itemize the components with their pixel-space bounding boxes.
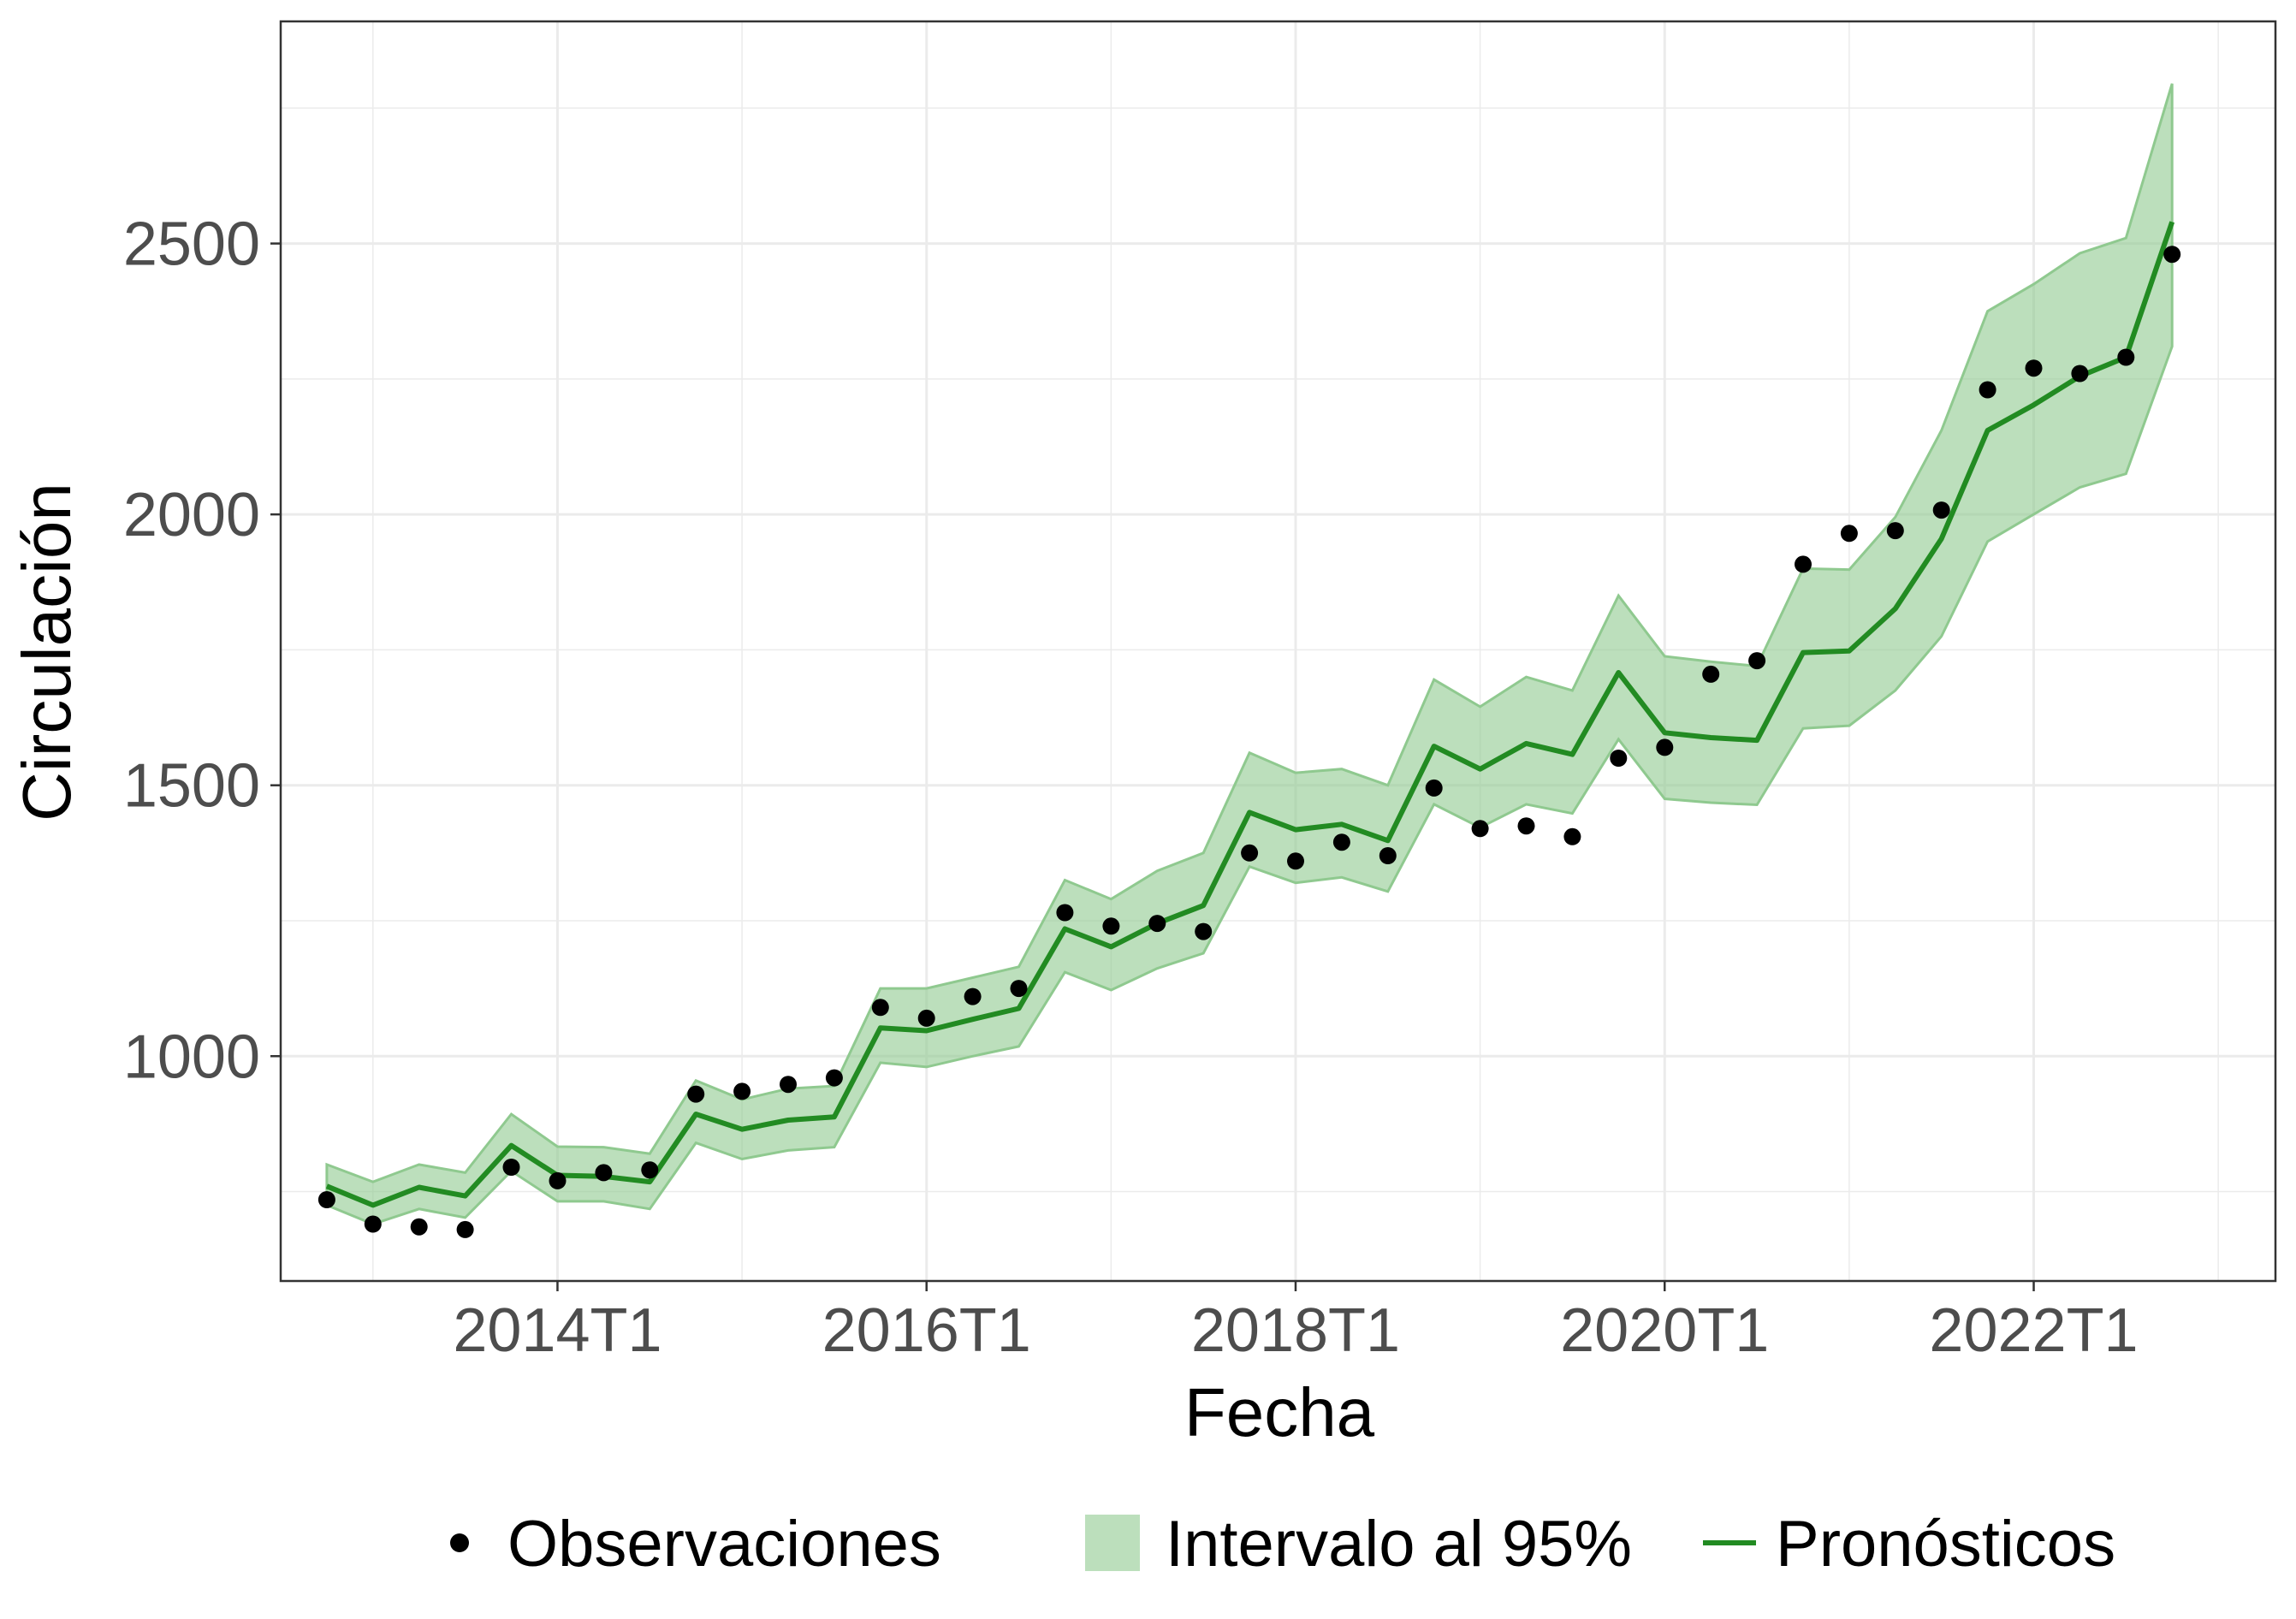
legend-observations-label: Observaciones <box>507 1508 941 1580</box>
observation-point <box>549 1171 567 1189</box>
observation-point <box>317 1191 335 1208</box>
observation-point <box>1563 827 1581 845</box>
observation-point <box>1102 917 1120 935</box>
y-axis: 1000 1500 2000 2500 <box>123 211 281 1091</box>
x-axis: 2014T1 2016T1 2018T1 2020T1 2022T1 <box>453 1281 2139 1365</box>
observation-point <box>1287 852 1304 870</box>
observation-point <box>1840 525 1858 543</box>
observation-point <box>410 1218 428 1236</box>
legend-interval-label: Intervalo al 95% <box>1166 1508 1632 1580</box>
legend-forecast-label: Pronósticos <box>1776 1508 2115 1580</box>
observation-point <box>780 1076 797 1094</box>
observation-point <box>1932 501 1950 519</box>
y-axis-title: Circulación <box>9 483 85 821</box>
y-tick-label: 2000 <box>123 481 260 549</box>
observation-point <box>1148 915 1166 933</box>
forecast-line-layer <box>325 221 2175 1208</box>
observation-point <box>1010 980 1028 998</box>
observation-point <box>641 1161 659 1179</box>
forecast-line <box>325 221 2175 1208</box>
observation-point <box>1748 652 1766 670</box>
y-tick-label: 1500 <box>123 752 260 821</box>
observation-point <box>2163 246 2181 264</box>
x-tick-label: 2020T1 <box>1560 1296 1769 1365</box>
observation-point <box>1471 820 1489 838</box>
observation-point <box>2025 359 2043 377</box>
y-tick-label: 1000 <box>123 1023 260 1091</box>
observation-point <box>1610 750 1628 767</box>
x-tick-label: 2016T1 <box>822 1296 1031 1365</box>
observation-point <box>1656 738 1674 756</box>
observation-points-layer <box>317 246 2181 1238</box>
x-tick-label: 2018T1 <box>1191 1296 1400 1365</box>
legend-interval-key <box>1085 1515 1140 1571</box>
observation-point <box>1241 844 1259 862</box>
plot-panel <box>281 21 2275 1281</box>
x-tick-label: 2022T1 <box>1929 1296 2138 1365</box>
observation-point <box>1517 817 1535 835</box>
observation-point <box>1056 904 1074 922</box>
observation-point <box>733 1082 751 1100</box>
observation-point <box>871 999 889 1017</box>
observation-point <box>2071 365 2089 383</box>
observation-point <box>687 1085 705 1103</box>
observation-point <box>1332 833 1350 851</box>
observation-point <box>1702 665 1720 683</box>
observation-point <box>1886 522 1904 540</box>
observation-point <box>502 1159 520 1176</box>
observation-point <box>456 1220 474 1238</box>
observation-point <box>1195 922 1213 940</box>
observation-point <box>825 1069 843 1087</box>
observation-point <box>595 1164 613 1182</box>
legend-observations-key <box>450 1533 469 1552</box>
x-tick-label: 2014T1 <box>453 1296 662 1365</box>
legend: Observaciones Intervalo al 95% Pronóstic… <box>450 1508 2115 1580</box>
grid-minor <box>281 21 2275 1281</box>
observation-point <box>1425 779 1443 797</box>
observation-point <box>1379 847 1397 864</box>
observation-point <box>1795 555 1812 573</box>
observation-point <box>917 1009 935 1027</box>
observation-point <box>964 987 982 1005</box>
x-axis-title: Fecha <box>1184 1374 1375 1450</box>
y-tick-label: 2500 <box>123 211 260 279</box>
observation-point <box>1979 381 1996 399</box>
observation-point <box>364 1215 382 1233</box>
observation-point <box>2117 348 2135 366</box>
plot-border <box>279 20 2277 1283</box>
